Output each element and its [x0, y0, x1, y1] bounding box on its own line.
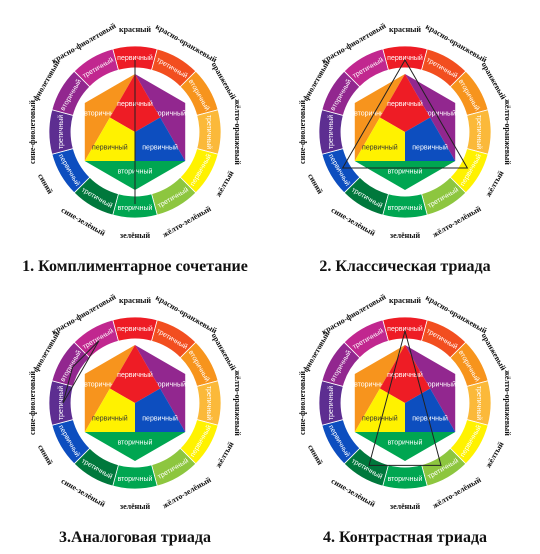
caption-complementary: 1. Комплиментарное сочетание: [22, 258, 248, 275]
outer-label-3: жёлто-оранжевый: [503, 370, 512, 436]
primary-region-2: [84, 117, 135, 161]
caption-contrast-triad: 4. Контрастная триада: [323, 529, 487, 546]
wheel-1: первичный третичный вторичный третичный перв…: [28, 21, 242, 240]
wheel-2: первичный третичный вторичный третичный перв…: [298, 21, 512, 240]
ring-segment-11: [73, 319, 119, 359]
secondary-label: вторичный: [151, 381, 186, 389]
ring-segment-label: вторичный: [118, 204, 153, 212]
primary-label: первичный: [387, 100, 423, 108]
ring-segment-11: [343, 319, 389, 359]
outer-label-6: зелёный: [390, 502, 421, 511]
ring-segment-label: третичный: [475, 386, 483, 420]
primary-label: первичный: [412, 144, 448, 152]
primary-region-1: [135, 117, 186, 161]
primary-label: первичный: [92, 144, 128, 152]
primary-region-0: [379, 345, 431, 403]
ring-segment-label: первичный: [387, 54, 423, 62]
ring-segment-label: третичный: [57, 115, 65, 149]
caption-classic-triad: 2. Классическая триада: [319, 258, 490, 275]
primary-label: первичный: [142, 144, 178, 152]
outer-label-4: жёлтый: [484, 169, 506, 199]
secondary-label: вторичный: [84, 381, 119, 389]
outer-label-9: сине-фиолетовый: [298, 100, 307, 164]
primary-region-2: [354, 388, 405, 432]
primary-label: первичный: [387, 371, 423, 379]
primary-region-0: [379, 74, 431, 132]
ring-segment-11: [343, 48, 389, 88]
primary-region-2: [84, 388, 135, 432]
outer-label-4: жёлтый: [214, 440, 236, 470]
secondary-triangle-1: [84, 432, 186, 461]
secondary-label: вторичный: [354, 381, 389, 389]
ring-segment-label: первичный: [117, 54, 153, 62]
ring-segment-label: третичный: [327, 115, 335, 149]
outer-label-4: жёлтый: [484, 440, 506, 470]
secondary-label: вторичный: [421, 381, 456, 389]
ring-segment-label: третичный: [205, 115, 213, 149]
secondary-label: вторичный: [421, 110, 456, 118]
ring-segment-label: третичный: [57, 386, 65, 420]
primary-region-1: [405, 388, 456, 432]
wheel-3: первичный третичный вторичный третичный перв…: [28, 292, 242, 511]
outer-label-0: красный: [119, 296, 151, 305]
outer-label-3: жёлто-оранжевый: [503, 99, 512, 165]
outer-label-0: красный: [119, 25, 151, 34]
ring-segment-label: вторичный: [388, 204, 423, 212]
caption-analog-triad: 3.Аналоговая триада: [59, 529, 211, 546]
primary-label: первичный: [92, 415, 128, 423]
outer-label-8: синий: [306, 172, 325, 196]
ring-segment-label: третичный: [205, 386, 213, 420]
outer-label-6: зелёный: [120, 502, 151, 511]
ring-segment-11: [73, 48, 119, 88]
outer-label-8: синий: [36, 172, 55, 196]
outer-label-9: сине-фиолетовый: [28, 100, 37, 164]
secondary-triangle-0: [135, 74, 186, 161]
secondary-label: вторичный: [151, 110, 186, 118]
outer-label-8: синий: [36, 443, 55, 467]
ring-segment-label: вторичный: [118, 475, 153, 483]
secondary-triangle-0: [135, 345, 186, 432]
outer-label-3: жёлто-оранжевый: [233, 99, 242, 165]
primary-label: первичный: [142, 415, 178, 423]
wheel-4: первичный третичный вторичный третичный перв…: [298, 292, 512, 511]
ring-segment-label: третичный: [475, 115, 483, 149]
ring-segment-label: первичный: [387, 325, 423, 333]
primary-region-1: [405, 117, 456, 161]
primary-region-2: [354, 117, 405, 161]
primary-label: первичный: [362, 415, 398, 423]
primary-label: первичный: [362, 144, 398, 152]
outer-label-6: зелёный: [120, 231, 151, 240]
scheme-triangle: [368, 329, 442, 466]
outer-label-0: красный: [389, 296, 421, 305]
primary-region-0: [109, 345, 161, 403]
ring-segment-label: вторичный: [388, 475, 423, 483]
outer-label-4: жёлтый: [214, 169, 236, 199]
ring-segment-label: третичный: [327, 386, 335, 420]
primary-label: первичный: [412, 415, 448, 423]
outer-label-9: сине-фиолетовый: [28, 371, 37, 435]
secondary-label: вторичный: [388, 439, 423, 447]
secondary-label: вторичный: [388, 168, 423, 176]
outer-label-0: красный: [389, 25, 421, 34]
scheme-triangle: [341, 58, 469, 169]
ring-segment-label: первичный: [117, 325, 153, 333]
primary-region-1: [135, 388, 186, 432]
outer-label-6: зелёный: [390, 231, 421, 240]
outer-label-8: синий: [306, 443, 325, 467]
outer-label-3: жёлто-оранжевый: [233, 370, 242, 436]
scheme-triangle: [62, 340, 100, 404]
secondary-triangle-1: [354, 432, 456, 461]
secondary-label: вторичный: [84, 110, 119, 118]
outer-label-9: сине-фиолетовый: [298, 371, 307, 435]
secondary-label: вторичный: [354, 110, 389, 118]
primary-label: первичный: [117, 371, 153, 379]
secondary-label: вторичный: [118, 439, 153, 447]
